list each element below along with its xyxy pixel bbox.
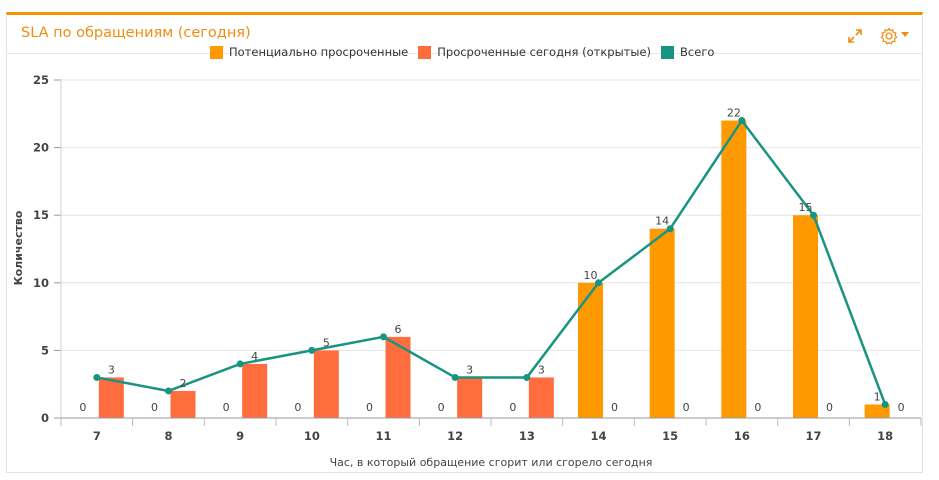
legend-label-overdue: Просроченные сегодня (открытые) (437, 45, 652, 59)
point-total (165, 387, 172, 395)
x-tick-label: 8 (164, 429, 172, 443)
x-tick-label: 13 (519, 429, 535, 443)
legend-item-potential[interactable]: Потенциально просроченные (210, 45, 408, 59)
bar-overdue (528, 377, 554, 418)
x-tick-label: 15 (662, 429, 678, 443)
bar-potential (721, 120, 747, 418)
x-tick-label: 14 (590, 429, 606, 443)
chevron-down-icon[interactable] (901, 32, 909, 38)
data-label-potential: 10 (584, 269, 598, 282)
data-label-potential: 0 (151, 401, 158, 414)
data-label-potential: 0 (509, 401, 516, 414)
point-total (93, 373, 101, 381)
x-tick-label: 11 (375, 429, 391, 443)
y-tick-label: 5 (41, 343, 49, 357)
legend-swatch-overdue (418, 45, 432, 59)
expand-icon[interactable] (847, 28, 863, 44)
data-label-overdue: 0 (611, 401, 618, 414)
data-label-overdue: 3 (466, 363, 473, 376)
x-tick-label: 7 (93, 429, 101, 443)
data-label-overdue: 2 (180, 377, 187, 390)
bar-overdue (313, 350, 339, 418)
point-total (810, 211, 817, 219)
data-label-overdue: 4 (251, 350, 258, 363)
point-total (236, 360, 244, 368)
bar-potential (649, 228, 675, 418)
legend-item-overdue[interactable]: Просроченные сегодня (открытые) (418, 45, 651, 59)
point-total (881, 400, 889, 408)
point-total (595, 279, 602, 287)
header-divider (7, 53, 922, 54)
data-label-potential: 14 (655, 215, 669, 228)
data-label-potential: 1 (874, 390, 881, 403)
y-axis-title: Количество (12, 210, 25, 285)
data-label-potential: 0 (366, 401, 373, 414)
y-tick-label: 0 (41, 411, 49, 425)
data-label-potential: 15 (799, 201, 813, 214)
x-tick-label: 10 (304, 429, 320, 443)
data-label-potential: 0 (223, 401, 230, 414)
bar-potential (793, 215, 818, 418)
data-label-potential: 0 (438, 401, 445, 414)
bar-overdue (170, 390, 196, 418)
point-total (451, 373, 459, 381)
y-tick-label: 15 (33, 208, 49, 222)
y-tick-label: 25 (33, 73, 49, 87)
bar-overdue (457, 377, 483, 418)
point-total (523, 373, 531, 381)
line-total (96, 119, 887, 405)
legend-label-total: Всего (680, 45, 715, 59)
x-tick-label: 12 (447, 429, 463, 443)
legend-swatch-potential (210, 45, 223, 59)
chart-legend: Потенциально просроченные Просроченные с… (210, 43, 724, 61)
data-label-overdue: 0 (826, 401, 833, 414)
x-tick-label: 16 (734, 429, 750, 443)
x-tick-label: 17 (805, 429, 821, 443)
data-label-overdue: 0 (754, 401, 761, 414)
y-tick-label: 10 (33, 276, 49, 290)
bar-overdue (242, 363, 268, 418)
data-label-potential: 0 (79, 401, 86, 414)
gear-icon[interactable] (879, 26, 899, 46)
legend-label-potential: Потенциально просроченные (229, 45, 409, 59)
data-label-overdue: 5 (323, 336, 330, 349)
data-label-potential: 22 (727, 107, 741, 120)
data-label-overdue: 3 (108, 363, 115, 376)
legend-item-total[interactable]: Всего (661, 45, 714, 59)
x-axis-title: Час, в который обращение сгорит или сгор… (330, 456, 653, 469)
data-label-overdue: 3 (538, 363, 545, 376)
point-total (308, 346, 316, 354)
point-total (666, 225, 674, 233)
x-tick-label: 18 (877, 429, 893, 443)
x-tick-label: 9 (236, 429, 244, 443)
bar-overdue (98, 377, 124, 418)
widget-title: SLA по обращениям (сегодня) (21, 25, 251, 41)
data-label-overdue: 0 (683, 401, 690, 414)
bar-potential (864, 404, 890, 418)
data-label-overdue: 6 (395, 323, 402, 336)
legend-swatch-total (661, 45, 675, 59)
y-tick-label: 20 (33, 141, 49, 155)
point-total (380, 333, 387, 341)
data-label-potential: 0 (294, 401, 301, 414)
point-total (738, 117, 746, 125)
data-label-overdue: 0 (898, 401, 905, 414)
